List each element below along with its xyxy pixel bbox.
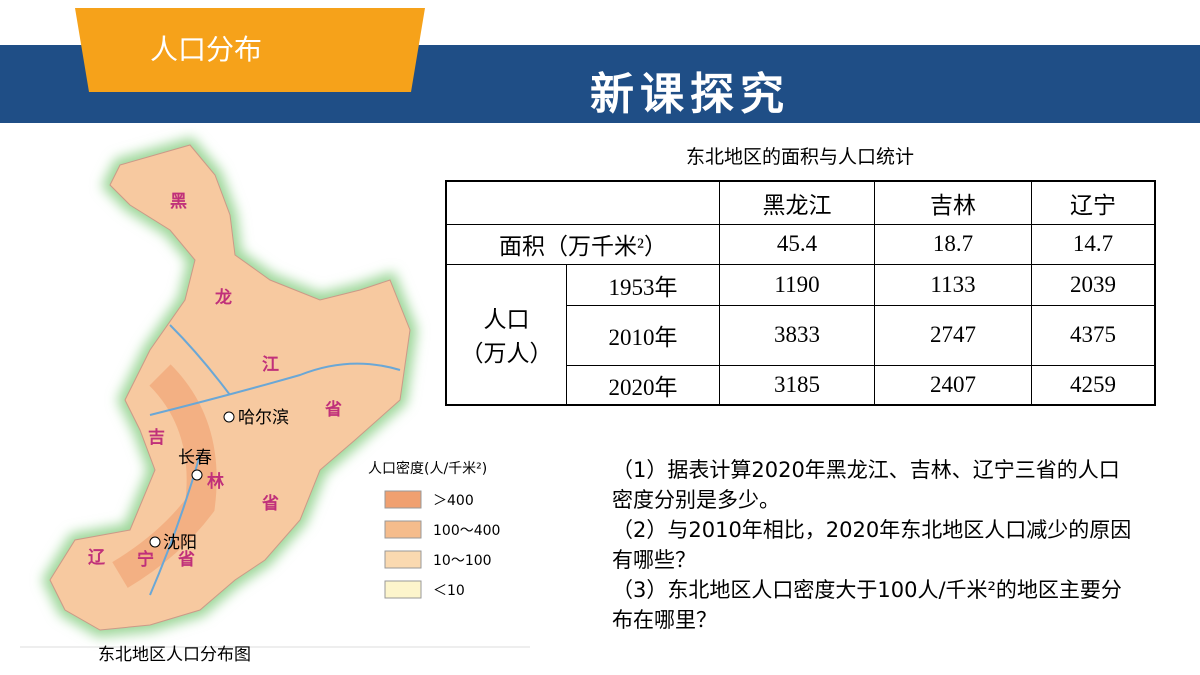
cell: 4375	[1031, 304, 1156, 366]
column-header: 吉林	[874, 180, 1032, 225]
table-caption: 东北地区的面积与人口统计	[685, 146, 914, 168]
cell: 3185	[719, 364, 875, 406]
map-region	[49, 144, 411, 631]
cell: 1190	[719, 263, 875, 306]
cell: 1133	[874, 263, 1032, 306]
column-header: 黑龙江	[719, 180, 875, 225]
column-header: 辽宁	[1031, 180, 1156, 225]
legend-label: ＞400	[433, 493, 474, 509]
map-label: 江	[262, 355, 279, 375]
cell: 2407	[874, 364, 1032, 406]
legend-label: 100～400	[433, 523, 500, 539]
group-label: （万人）	[460, 341, 553, 367]
city-label: 长春	[178, 448, 212, 468]
city-dot	[149, 536, 161, 548]
group-label: 人口	[483, 307, 530, 333]
row-header: 面积（万千米²）	[445, 223, 720, 265]
question: （3）东北地区人口密度大于100人/千米²的地区主要分布在哪里？	[612, 578, 1122, 632]
row-header: 2010年	[566, 304, 720, 366]
map-labels: 黑 龙 江 省 吉 林 省 辽 宁 省	[88, 192, 342, 570]
cell: 2747	[874, 304, 1032, 366]
map-label: 林	[207, 471, 224, 492]
legend-swatch	[384, 580, 422, 599]
map-label: 省	[324, 399, 342, 420]
tab-text: 人口分布	[150, 33, 263, 66]
legend-label: ＜10	[433, 583, 465, 599]
group-header: 人口 （万人）	[445, 263, 567, 406]
legend-swatch	[384, 520, 422, 539]
map-label: 省	[177, 549, 195, 570]
map-label: 吉	[148, 428, 165, 448]
map-label: 省	[261, 493, 279, 514]
cell: 45.4	[719, 223, 875, 265]
header-tab	[75, 8, 425, 92]
map-label: 辽	[88, 548, 106, 568]
legend-swatch	[384, 490, 422, 509]
map-label: 宁	[137, 549, 154, 570]
map-label: 龙	[214, 287, 232, 308]
cell: 3833	[719, 304, 875, 366]
cell: 18.7	[874, 223, 1032, 265]
cell: 4259	[1031, 364, 1156, 406]
map: 黑 龙 江 省 吉 林 省 辽 宁 省 哈尔滨 长春 沈阳 人口密度(人/千米²…	[20, 137, 530, 665]
city-label: 哈尔滨	[238, 408, 289, 428]
question: （2）与2010年相比，2020年东北地区人口减少的原因有哪些？	[612, 518, 1132, 572]
row-header: 1953年	[566, 263, 720, 306]
row-header: 2020年	[566, 364, 720, 406]
questions: （1）据表计算2020年黑龙江、吉林、辽宁三省的人口密度分别是多少。 （2）与2…	[612, 455, 1132, 635]
data-table: 黑龙江 吉林 辽宁 面积（万千米²） 45.4 18.7 14.7 人口 （万人）…	[445, 180, 1156, 406]
cell: 2039	[1031, 263, 1156, 306]
map-label: 黑	[170, 192, 187, 212]
cell: 14.7	[1031, 223, 1156, 265]
legend-title: 人口密度(人/千米²)	[368, 460, 487, 477]
map-caption: 东北地区人口分布图	[98, 645, 251, 665]
legend-swatch	[384, 550, 422, 569]
city-label: 沈阳	[163, 533, 197, 553]
city-dot	[191, 469, 203, 481]
slide-title: 新课探究	[590, 69, 790, 120]
legend-label: 10～100	[433, 553, 492, 569]
city-dot	[223, 411, 235, 423]
question: （1）据表计算2020年黑龙江、吉林、辽宁三省的人口密度分别是多少。	[612, 458, 1120, 512]
